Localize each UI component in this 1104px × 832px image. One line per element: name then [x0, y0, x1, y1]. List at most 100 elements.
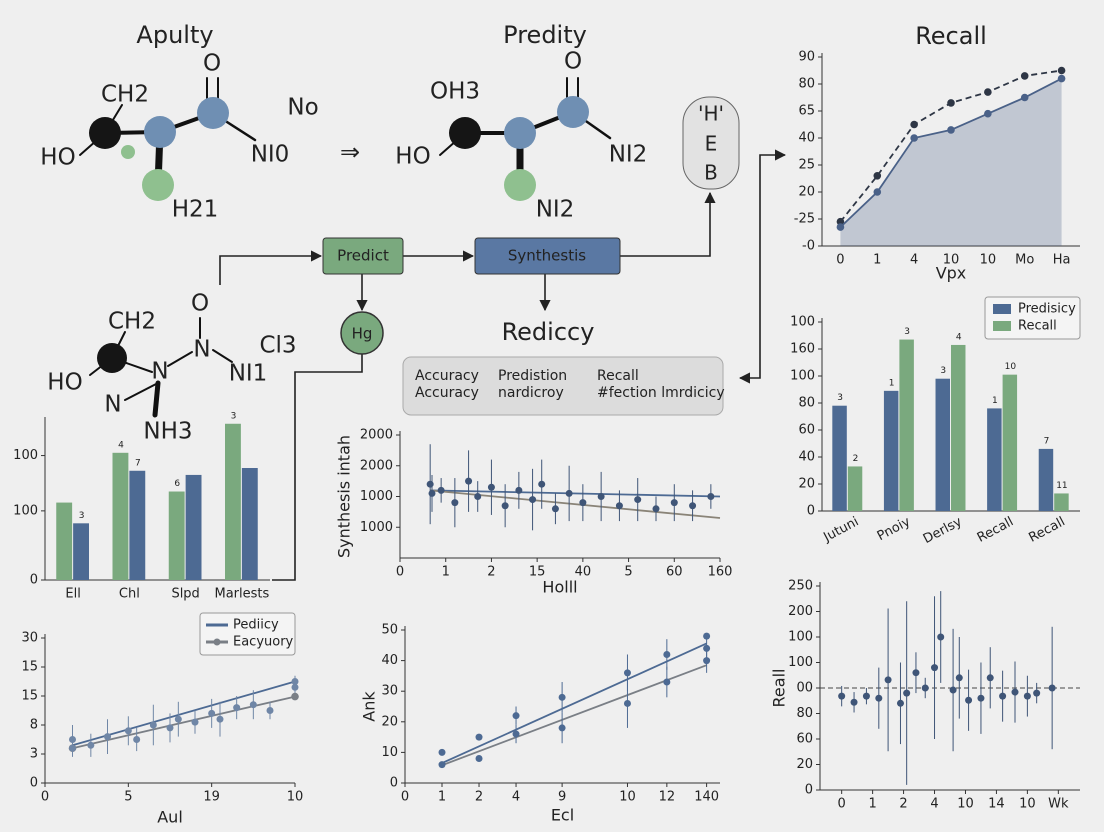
atom-label: HO [40, 145, 75, 171]
point [529, 496, 537, 504]
point [910, 120, 918, 129]
point [875, 694, 883, 702]
point [1020, 93, 1029, 102]
y-tick-label: 40 [798, 131, 815, 146]
bar-note: 11 [1056, 481, 1067, 491]
y-tick-label: 90 [798, 50, 815, 65]
x-tick-label: Jutuni [820, 514, 861, 545]
x-tick-label: 10 [943, 253, 960, 268]
x-tick-label: 5 [624, 565, 632, 580]
reaction-arrow: ⇒ [340, 138, 360, 166]
point [836, 217, 845, 226]
x-axis-label: Vpx [936, 264, 967, 283]
predict-box [322, 237, 404, 275]
point [551, 505, 559, 513]
point [208, 709, 216, 717]
y-tick-label: 80 [796, 706, 813, 721]
metrics-box [402, 356, 724, 416]
y-tick-label: 40 [381, 653, 398, 668]
point [233, 704, 241, 712]
point [884, 676, 892, 684]
bar [129, 470, 146, 580]
x-tick-label: 10 [980, 253, 997, 268]
stack-label: 'H' [698, 102, 724, 126]
y-tick-label: 80 [798, 396, 815, 411]
point [428, 489, 436, 497]
point [623, 669, 631, 677]
point [862, 692, 870, 700]
bar [987, 408, 1002, 511]
atom-label: NI1 [229, 361, 268, 387]
point [652, 505, 660, 513]
x-tick-label: Pnoiy [875, 514, 913, 544]
point [124, 727, 132, 735]
bar-note: 6 [174, 479, 180, 489]
connector [738, 149, 787, 384]
y-tick-label: 8 [30, 718, 38, 733]
predict-label: Predict [337, 247, 389, 265]
point [538, 480, 546, 488]
x-tick-label: 140 [694, 790, 719, 805]
point [634, 496, 642, 504]
x-tick-label: 2 [899, 797, 907, 812]
y-tick-label: 0 [807, 504, 815, 519]
bar [225, 423, 241, 580]
x-tick-label: 40 [575, 565, 592, 580]
point [512, 730, 520, 738]
y-tick-label: 10 [381, 745, 398, 760]
y-tick-label: 1000 [360, 489, 393, 504]
x-axis-label: Ecl [551, 806, 574, 825]
x-tick-label: 160 [708, 565, 733, 580]
y-tick-label: 40 [798, 450, 815, 465]
x-tick-label: Recall [1026, 514, 1067, 545]
x-tick-label: 10 [957, 797, 974, 812]
bar-note: 3 [940, 366, 946, 376]
bar [73, 523, 89, 580]
x-tick-label: 19 [203, 790, 220, 805]
synthesis-box [474, 237, 621, 275]
atom-label: HO [47, 370, 82, 396]
chart: 0 20 60 80 00 100 100 200 250 0 1 2 4 10 14 10 Wk Reall [770, 579, 1080, 812]
point [965, 696, 973, 704]
bar-note: 7 [1044, 436, 1050, 446]
point [1011, 688, 1019, 696]
stack-label: E [705, 132, 718, 156]
point [437, 486, 445, 494]
point [955, 674, 963, 682]
point [558, 724, 566, 732]
title-middle: Predity [503, 21, 587, 49]
legend-swatch [993, 321, 1011, 331]
y-tick-label: -25 [794, 212, 815, 227]
legend-label: Eacyuory [233, 635, 294, 650]
point [191, 718, 199, 726]
x-tick-label: 1 [868, 797, 876, 812]
stack-label: B [704, 161, 718, 185]
x-tick-label: 15 [529, 565, 546, 580]
bar-note: 4 [118, 440, 124, 450]
point [501, 502, 509, 510]
point [984, 88, 992, 96]
y-tick-label: 0 [390, 776, 398, 791]
x-tick-label: 0 [396, 565, 404, 580]
point [615, 502, 623, 510]
metrics-title: Rediccy [502, 318, 595, 346]
atom-label: O [564, 49, 582, 75]
bar [832, 405, 847, 511]
x-tick-label: Wk [1048, 797, 1069, 812]
atom-label: N [151, 359, 168, 385]
point [910, 134, 918, 142]
atom-label: No [287, 95, 318, 121]
bar [112, 452, 129, 580]
x-tick-label: Ell [65, 587, 80, 602]
y-tick-label: 0 [30, 776, 38, 791]
bar-note: 3 [79, 511, 85, 521]
atom-label: NI2 [609, 142, 648, 168]
x-tick-label: 0 [836, 253, 844, 268]
y-tick-label: 0 [805, 783, 813, 798]
x-tick-label: 2 [475, 790, 483, 805]
point [475, 733, 483, 741]
area [840, 78, 1062, 246]
x-tick-label: 14 [988, 797, 1005, 812]
